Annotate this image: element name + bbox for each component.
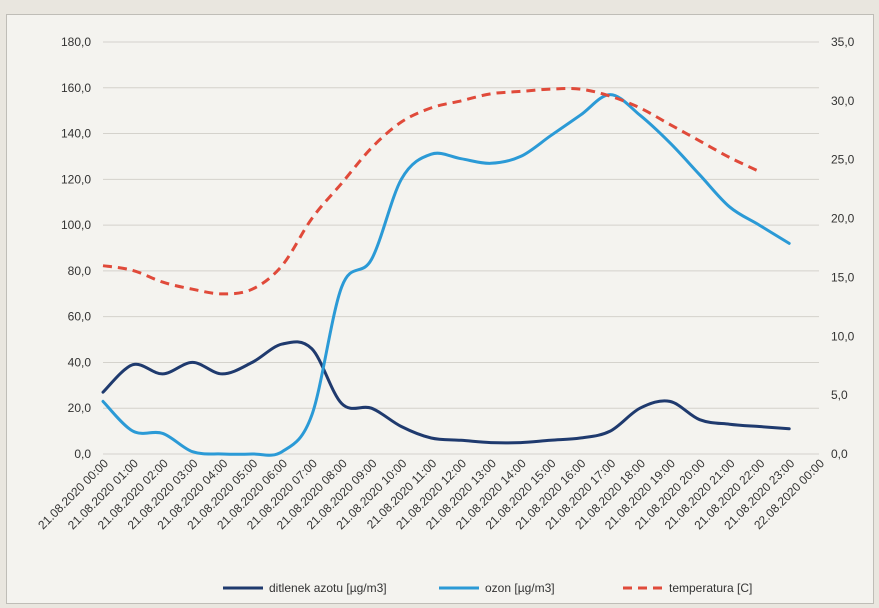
right-tick-label: 25,0 — [831, 153, 855, 167]
left-tick-label: 80,0 — [68, 264, 92, 278]
right-tick-label: 15,0 — [831, 270, 855, 284]
right-tick-label: 0,0 — [831, 447, 848, 461]
legend-label-1: ozon [µg/m3] — [485, 581, 555, 595]
right-tick-label: 35,0 — [831, 35, 855, 49]
left-tick-label: 160,0 — [61, 81, 91, 95]
left-axis-ticks: 0,0 20,0 40,0 60,0 80,0 100,0 120,0 140,0 160,0 1… — [61, 35, 91, 461]
left-tick-label: 20,0 — [68, 401, 92, 415]
series-lines — [101, 86, 791, 457]
left-tick-label: 0,0 — [74, 447, 91, 461]
right-axis-ticks: 0,0 5,0 10,0 15,0 20,0 25,0 30,0 35,0 — [831, 35, 855, 461]
grid-lines — [103, 41, 819, 455]
series-line-1 — [101, 93, 791, 457]
left-tick-label: 60,0 — [68, 310, 92, 324]
chart-frame: 0,0 20,0 40,0 60,0 80,0 100,0 120,0 140,0 160,0 1… — [6, 14, 874, 604]
legend-label-0: ditlenek azotu [µg/m3] — [269, 581, 387, 595]
left-tick-label: 140,0 — [61, 127, 91, 141]
legend-label-2: temperatura [C] — [669, 581, 752, 595]
series-line-2 — [102, 86, 760, 296]
right-tick-label: 5,0 — [831, 388, 848, 402]
legend: ditlenek azotu [µg/m3] ozon [µg/m3] temper… — [223, 581, 752, 595]
right-tick-label: 20,0 — [831, 212, 855, 226]
right-tick-label: 30,0 — [831, 94, 855, 108]
left-tick-label: 100,0 — [61, 218, 91, 232]
right-tick-label: 10,0 — [831, 329, 855, 343]
left-tick-label: 120,0 — [61, 172, 91, 186]
left-tick-label: 180,0 — [61, 35, 91, 49]
left-tick-label: 40,0 — [68, 355, 92, 369]
series-line-0 — [101, 340, 791, 445]
line-chart: 0,0 20,0 40,0 60,0 80,0 100,0 120,0 140,0 160,0 1… — [35, 35, 855, 595]
